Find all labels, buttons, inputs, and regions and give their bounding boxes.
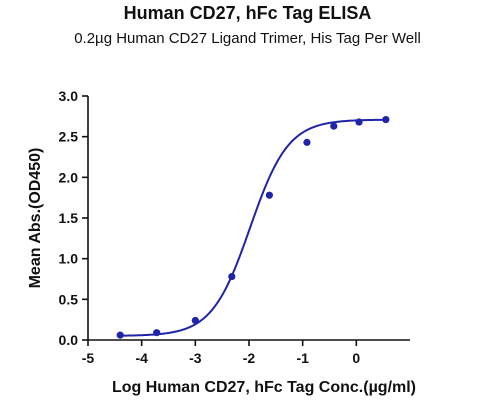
- y-axis-title: Mean Abs.(OD450): [27, 148, 44, 289]
- fit-curve: [120, 118, 386, 337]
- y-tick-label: 1.0: [59, 251, 79, 267]
- fit-curve-layer: [120, 118, 386, 337]
- y-tick-label: 2.0: [59, 169, 79, 185]
- x-tick-label: -1: [296, 350, 309, 366]
- data-point: [355, 118, 363, 126]
- y-tick-label: 1.5: [59, 210, 79, 226]
- x-tick-label: -4: [135, 350, 148, 366]
- x-tick-label: 0: [352, 350, 360, 366]
- y-tick-label: 2.5: [59, 129, 79, 145]
- x-tick-label: -3: [189, 350, 202, 366]
- data-point: [303, 138, 311, 146]
- data-point: [153, 329, 161, 337]
- data-points-layer: [116, 115, 390, 339]
- x-axis-title: Log Human CD27, hFc Tag Conc.(µg/ml): [112, 379, 416, 396]
- data-point: [228, 272, 236, 281]
- chart-subtitle: 0.2µg Human CD27 Ligand Trimer, His Tag …: [74, 30, 421, 47]
- axes: 0.0 0.5 1.0 1.5 2.0 2.5 3.0 -5 -4 -3 -2 -1 0: [59, 88, 410, 366]
- data-point: [191, 316, 199, 325]
- y-tick-label: 0.0: [59, 332, 79, 348]
- data-point: [116, 331, 124, 339]
- data-point: [330, 122, 338, 130]
- x-tick-label: -2: [243, 350, 256, 366]
- y-tick-label: 0.5: [59, 291, 79, 307]
- data-point: [382, 115, 390, 124]
- x-tick-label: -5: [82, 350, 95, 366]
- data-point: [265, 191, 273, 199]
- y-tick-label: 3.0: [59, 88, 79, 104]
- chart-title: Human CD27, hFc Tag ELISA: [123, 3, 372, 23]
